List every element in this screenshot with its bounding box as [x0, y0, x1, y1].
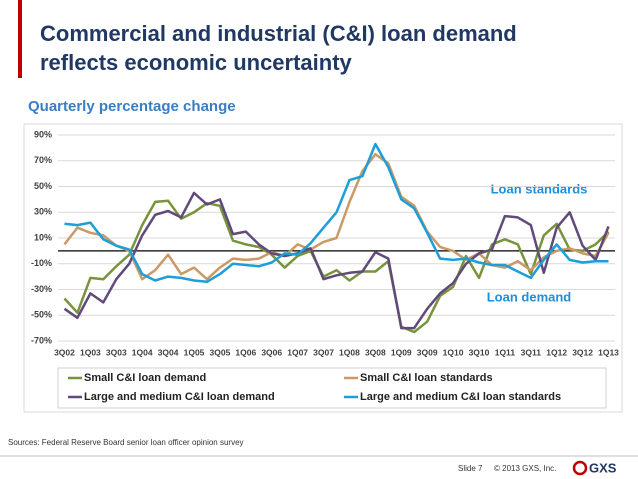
- copyright: © 2013 GXS, Inc.: [494, 464, 556, 473]
- x-tick-label: 3Q07: [313, 347, 334, 357]
- y-tick-label: 70%: [34, 155, 52, 165]
- y-tick-label: -10%: [31, 258, 52, 268]
- x-tick-label: 3Q08: [365, 347, 386, 357]
- x-tick-label: 1Q11: [495, 347, 516, 357]
- x-tick-label: 1Q06: [235, 347, 256, 357]
- y-tick-label: -30%: [31, 284, 52, 294]
- logo: GXS: [589, 460, 617, 475]
- x-tick-label: 1Q04: [132, 347, 153, 357]
- legend-label: Small C&I loan standards: [360, 372, 493, 384]
- x-tick-label: 3Q03: [106, 347, 127, 357]
- x-tick-label: 3Q11: [521, 347, 542, 357]
- x-tick-label: 1Q09: [391, 347, 412, 357]
- x-tick-label: 1Q07: [287, 347, 308, 357]
- source: Sources: Federal Reserve Board senior lo…: [8, 438, 244, 447]
- series-line: [63, 191, 610, 330]
- x-tick-label: 1Q12: [546, 347, 567, 357]
- y-tick-label: 10%: [34, 232, 52, 242]
- legend-label: Large and medium C&I loan standards: [360, 391, 561, 403]
- x-tick-label: 1Q13: [598, 347, 619, 357]
- y-tick-label: -70%: [31, 335, 52, 345]
- x-tick-label: 3Q05: [210, 347, 231, 357]
- x-tick-label: 1Q08: [339, 347, 360, 357]
- x-tick-label: 3Q09: [417, 347, 438, 357]
- x-tick-label: 3Q06: [261, 347, 282, 357]
- y-tick-label: -50%: [31, 310, 52, 320]
- x-tick-label: 3Q04: [158, 347, 179, 357]
- accent-bar: [18, 0, 22, 78]
- y-tick-label: 30%: [34, 207, 52, 217]
- chart-frame: [23, 123, 623, 413]
- x-tick-label: 3Q02: [54, 347, 75, 357]
- legend-label: Small C&I loan demand: [84, 372, 206, 384]
- x-tick-label: 3Q10: [469, 347, 490, 357]
- series-line: [64, 142, 609, 284]
- chart-title: Quarterly percentage change: [28, 98, 236, 115]
- x-tick-label: 1Q05: [184, 347, 205, 357]
- y-tick-label: 90%: [34, 129, 52, 139]
- x-tick-label: 3Q12: [572, 347, 593, 357]
- y-tick-label: 50%: [34, 181, 52, 191]
- series-line: [63, 199, 610, 334]
- logo-mark: [572, 460, 588, 476]
- legend-box: [57, 367, 607, 409]
- series-line: [63, 153, 610, 281]
- legend-label: Large and medium C&I loan demand: [84, 391, 275, 403]
- x-tick-label: 1Q03: [80, 347, 101, 357]
- slide-number: Slide 7: [458, 464, 483, 473]
- slide-title: Commercial and industrial (C&I) loan dem…: [40, 21, 517, 46]
- x-tick-label: 1Q10: [443, 347, 464, 357]
- annotation: Loan standards: [491, 181, 588, 196]
- annotation: Loan demand: [487, 289, 572, 304]
- slide-title: reflects economic uncertainty: [40, 50, 353, 75]
